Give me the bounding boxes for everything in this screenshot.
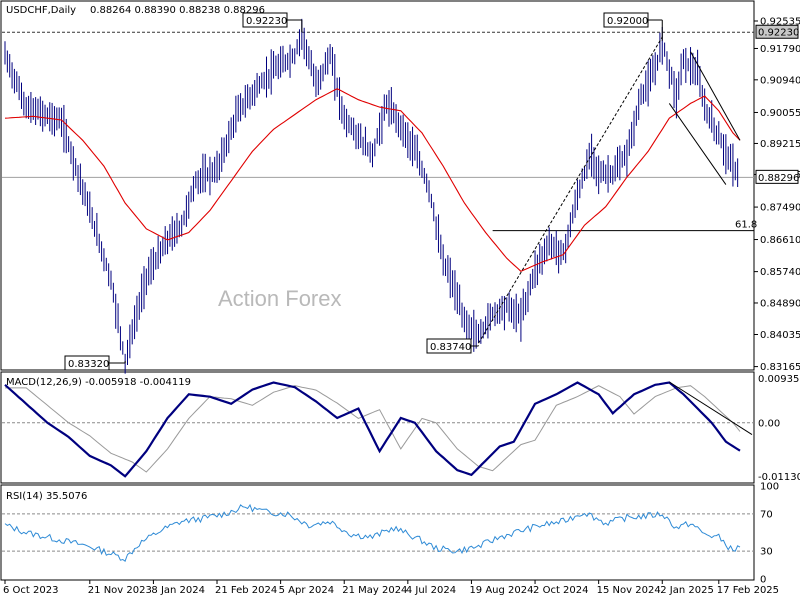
date-tick-label: 6 Oct 2023 <box>3 585 58 596</box>
date-tick-label: 21 Feb 2024 <box>215 585 277 596</box>
date-tick-label: 2 Oct 2024 <box>533 585 588 596</box>
date-tick-label: 8 Jan 2024 <box>151 585 205 596</box>
price-tick-label: 0.84035 <box>760 330 800 341</box>
axis-layer: 0.925350.917900.909400.900550.892150.883… <box>3 16 800 596</box>
date-tick-label: 5 Apr 2024 <box>279 585 334 596</box>
macd-trend-line <box>669 381 753 436</box>
rsi-title: RSI(14) 35.5076 <box>6 491 87 502</box>
trend-line-2 <box>668 103 727 185</box>
watermark: Action Forex <box>218 286 342 311</box>
rsi-tick-label: 100 <box>760 482 779 493</box>
macd-title: MACD(12,26,9) -0.005918 -0.004119 <box>6 377 191 388</box>
date-tick-label: 17 Feb 2025 <box>717 585 779 596</box>
current-price-label: 0.88296 <box>758 173 799 184</box>
macd-panel <box>0 371 755 484</box>
fib-61-8-label: 61.8 <box>735 220 757 231</box>
date-tick-label: 19 Aug 2024 <box>469 585 533 596</box>
price-tick-label: 0.90940 <box>760 75 800 86</box>
current-price-box <box>755 169 799 184</box>
macd-signal-line <box>5 385 741 473</box>
rsi-tick-label: 0 <box>760 575 766 586</box>
price-tick-label: 0.87490 <box>760 203 800 214</box>
resistance-price-label: 0.92230 <box>758 28 799 39</box>
rsi-layer <box>2 503 754 563</box>
macd-tick-label: 0.00 <box>758 418 780 429</box>
rsi-line <box>4 503 741 563</box>
resistance-price-box <box>755 24 799 39</box>
ohlc-readout: 0.88264 0.88390 0.88238 0.88296 <box>90 5 265 16</box>
price-tick-label: 0.83165 <box>760 362 800 373</box>
date-tick-label: 15 Nov 2024 <box>597 585 661 596</box>
macd-tick-label: -0.011308 <box>758 472 800 483</box>
rsi-tick-label: 70 <box>760 509 773 520</box>
price-title: USDCHF,Daily <box>6 5 76 16</box>
date-tick-label: 21 May 2024 <box>342 585 407 596</box>
annotation-label-0: 0.92230 <box>246 16 287 27</box>
moving-average-line <box>4 88 741 272</box>
price-tick-label: 0.91790 <box>760 44 800 55</box>
price-tick-label: 0.86610 <box>760 235 800 246</box>
price-tick-label: 0.89215 <box>760 139 800 150</box>
macd-tick-label: 0.009357 <box>758 374 800 385</box>
trend-line-0 <box>478 36 663 344</box>
price-tick-label: 0.85740 <box>760 267 800 278</box>
date-tick-label: 2 Jan 2025 <box>660 585 714 596</box>
price-tick-label: 0.90055 <box>760 108 800 119</box>
rsi-tick-label: 30 <box>760 547 773 558</box>
date-tick-label: 21 Nov 2023 <box>88 585 152 596</box>
annotation-label-3: 0.83740 <box>430 342 471 353</box>
price-tick-label: 0.92535 <box>760 16 800 27</box>
annotation-label-2: 0.92000 <box>607 16 648 27</box>
date-tick-label: 4 Jul 2024 <box>406 585 456 596</box>
price-panel <box>0 0 755 371</box>
macd-layer <box>2 381 754 478</box>
price-layer: 61.8 0.92230 0.83320 0.92000 0.83740 <box>2 12 757 374</box>
annotation-label-1: 0.83320 <box>68 359 109 370</box>
price-tick-label: 0.84890 <box>760 298 800 309</box>
macd-line <box>4 381 741 478</box>
trend-line-1 <box>690 51 741 141</box>
